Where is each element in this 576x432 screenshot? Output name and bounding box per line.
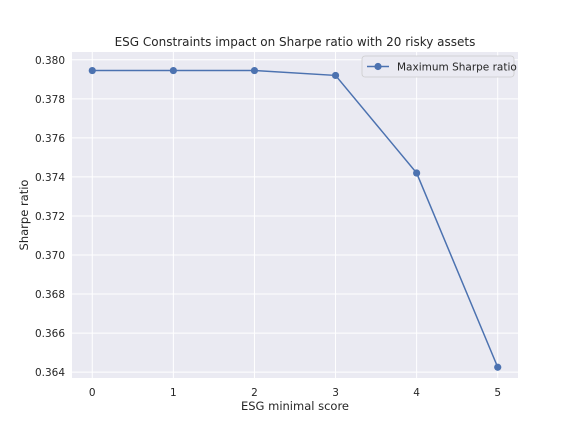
x-tick-label: 1 bbox=[170, 387, 177, 399]
data-point bbox=[332, 72, 339, 79]
x-tick-label: 3 bbox=[332, 387, 339, 399]
y-axis-label: Sharpe ratio bbox=[17, 180, 31, 251]
data-point bbox=[413, 169, 420, 176]
legend-marker bbox=[374, 63, 381, 70]
y-tick-label: 0.376 bbox=[35, 133, 65, 145]
x-tick-label: 0 bbox=[89, 387, 96, 399]
y-tick-label: 0.364 bbox=[35, 367, 65, 379]
y-tick-label: 0.370 bbox=[35, 250, 65, 262]
y-tick-label: 0.374 bbox=[35, 172, 65, 184]
data-point bbox=[494, 364, 501, 371]
x-axis-label: ESG minimal score bbox=[241, 399, 349, 413]
x-tick-labels: 0 1 2 3 4 5 bbox=[89, 387, 501, 399]
x-tick-label: 2 bbox=[251, 387, 258, 399]
y-tick-label: 0.368 bbox=[35, 289, 65, 301]
data-point bbox=[251, 67, 258, 74]
y-tick-labels: 0.364 0.366 0.368 0.370 0.372 0.374 0.376 0.378… bbox=[35, 55, 65, 379]
x-tick-label: 5 bbox=[494, 387, 501, 399]
legend-label: Maximum Sharpe ratio bbox=[397, 62, 517, 74]
legend: Maximum Sharpe ratio bbox=[362, 56, 517, 77]
y-tick-label: 0.380 bbox=[35, 55, 65, 67]
data-point bbox=[89, 67, 96, 74]
data-point bbox=[170, 67, 177, 74]
plot-area bbox=[72, 52, 518, 378]
y-tick-label: 0.378 bbox=[35, 94, 65, 106]
x-tick-label: 4 bbox=[413, 387, 420, 399]
chart-title: ESG Constraints impact on Sharpe ratio w… bbox=[115, 35, 476, 49]
y-tick-label: 0.372 bbox=[35, 211, 65, 223]
y-tick-label: 0.366 bbox=[35, 328, 65, 340]
